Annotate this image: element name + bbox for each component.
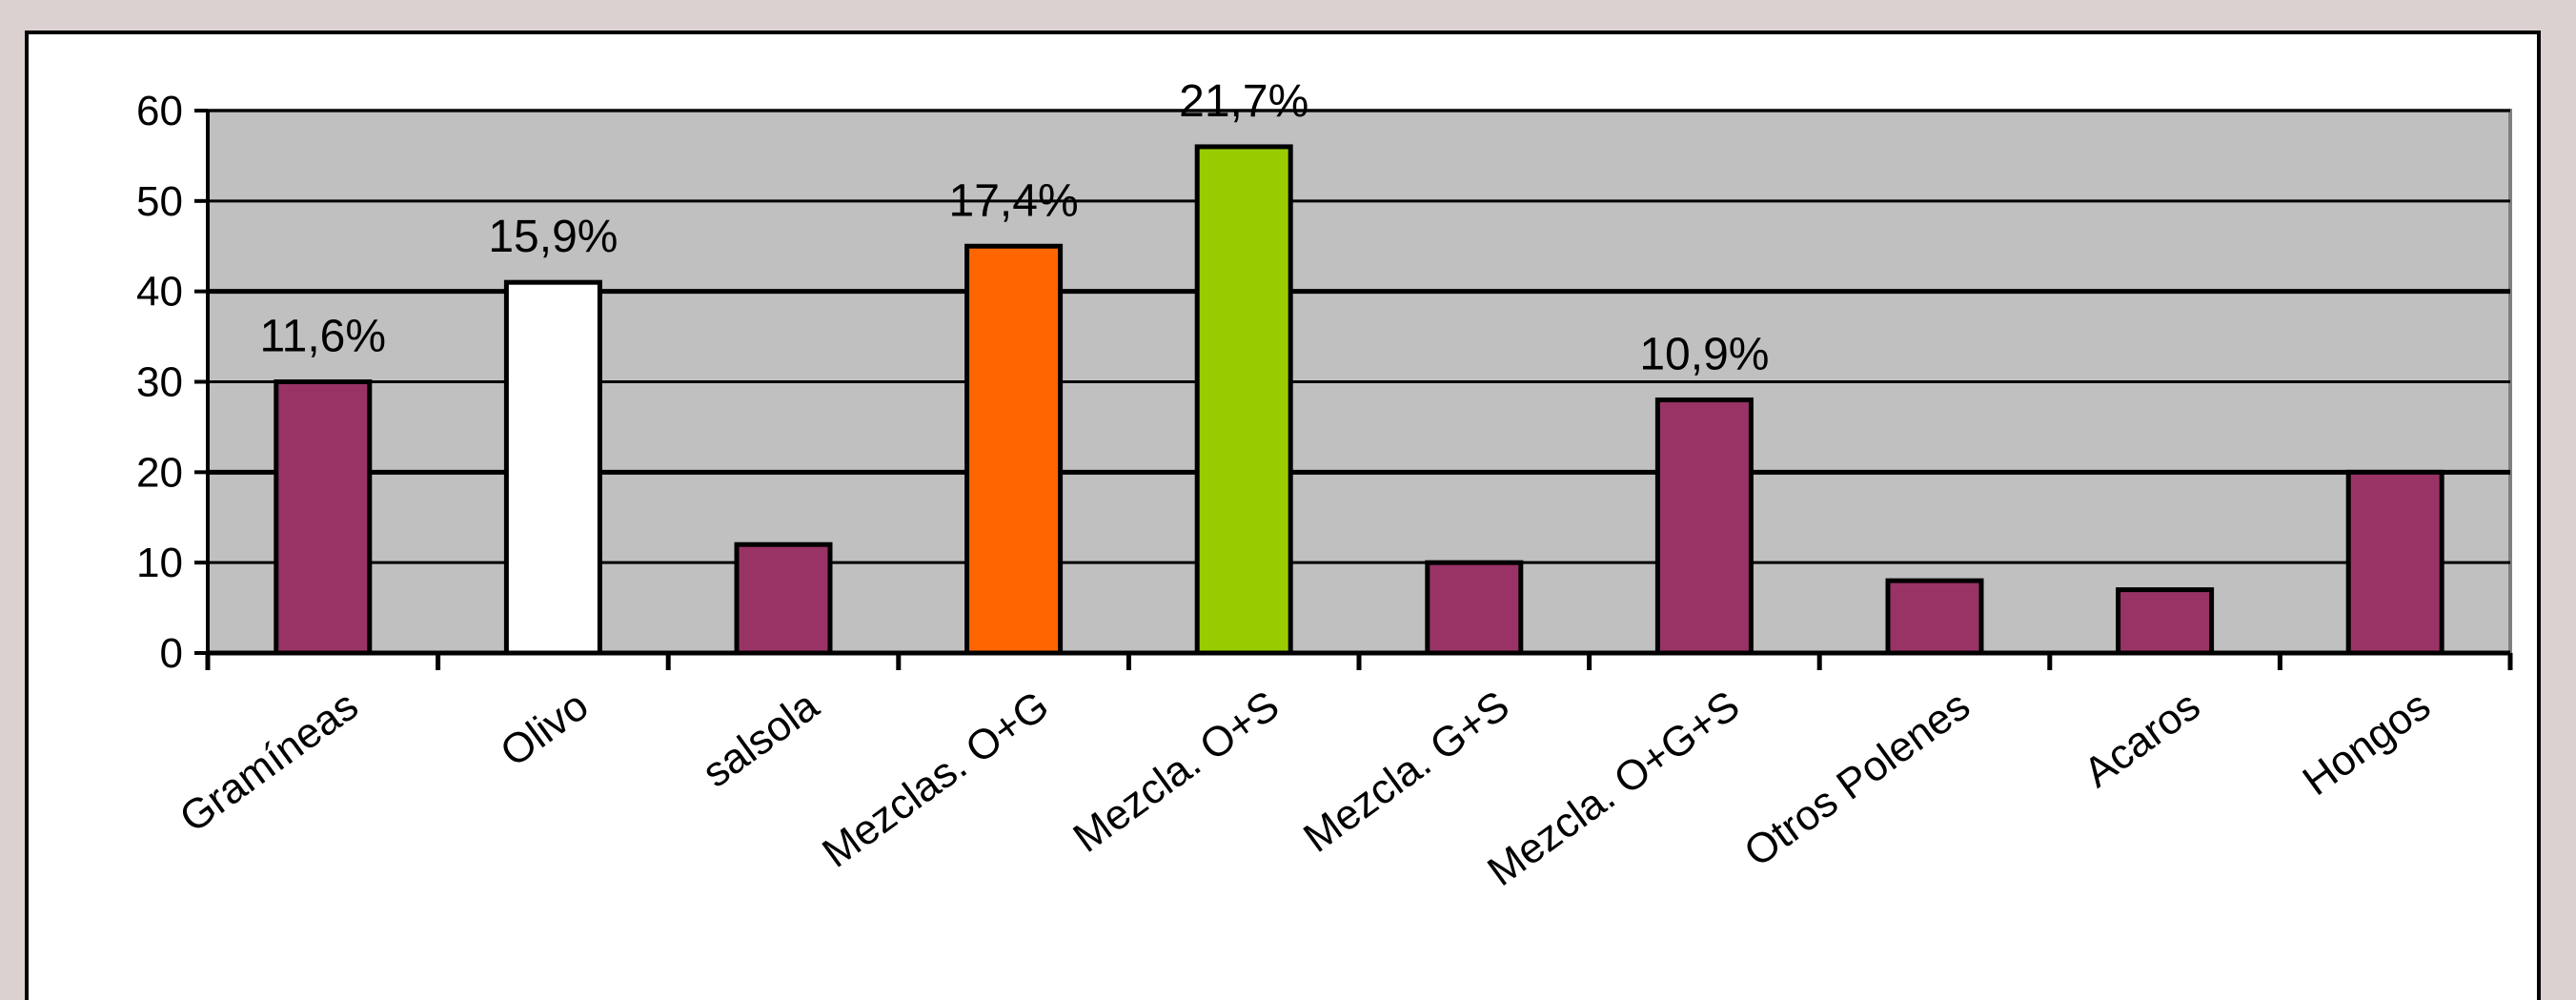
category-label: Acaros [2076, 682, 2209, 796]
bar[interactable] [2116, 587, 2215, 656]
y-tick-label: 0 [160, 630, 183, 677]
category-label: Gramíneas [172, 682, 367, 842]
data-label: 15,9% [488, 212, 618, 262]
y-tick-label: 50 [136, 178, 183, 225]
y-tick-label: 60 [136, 88, 183, 134]
bar[interactable] [274, 379, 373, 656]
bar[interactable] [503, 279, 602, 656]
category-label: Mezcla. O+G+S [1479, 682, 1748, 895]
y-tick-label: 20 [136, 449, 183, 496]
category-label: Otros Polenes [1736, 682, 1978, 876]
category-label: Olivo [492, 682, 597, 776]
category-label: Hongos [2295, 682, 2440, 805]
y-tick-label: 40 [136, 269, 183, 316]
category-label: salsola [694, 682, 827, 796]
data-label: 10,9% [1639, 329, 1769, 379]
y-tick-label: 10 [136, 540, 183, 586]
bar[interactable] [1194, 144, 1293, 656]
category-label: Mezcla. O+S [1065, 682, 1288, 861]
bar[interactable] [1425, 560, 1524, 656]
data-label: 17,4% [949, 175, 1079, 226]
bar[interactable] [964, 243, 1064, 656]
category-label: Mezclas. O+G [814, 682, 1057, 876]
bar[interactable] [734, 541, 833, 656]
bar[interactable] [1885, 578, 1984, 656]
y-tick-label: 30 [136, 359, 183, 406]
bar[interactable] [1654, 397, 1754, 656]
data-label: 21,7% [1179, 76, 1308, 127]
data-label: 11,6% [260, 312, 387, 362]
category-label: Mezcla. G+S [1295, 682, 1518, 861]
bar[interactable] [2345, 469, 2444, 656]
